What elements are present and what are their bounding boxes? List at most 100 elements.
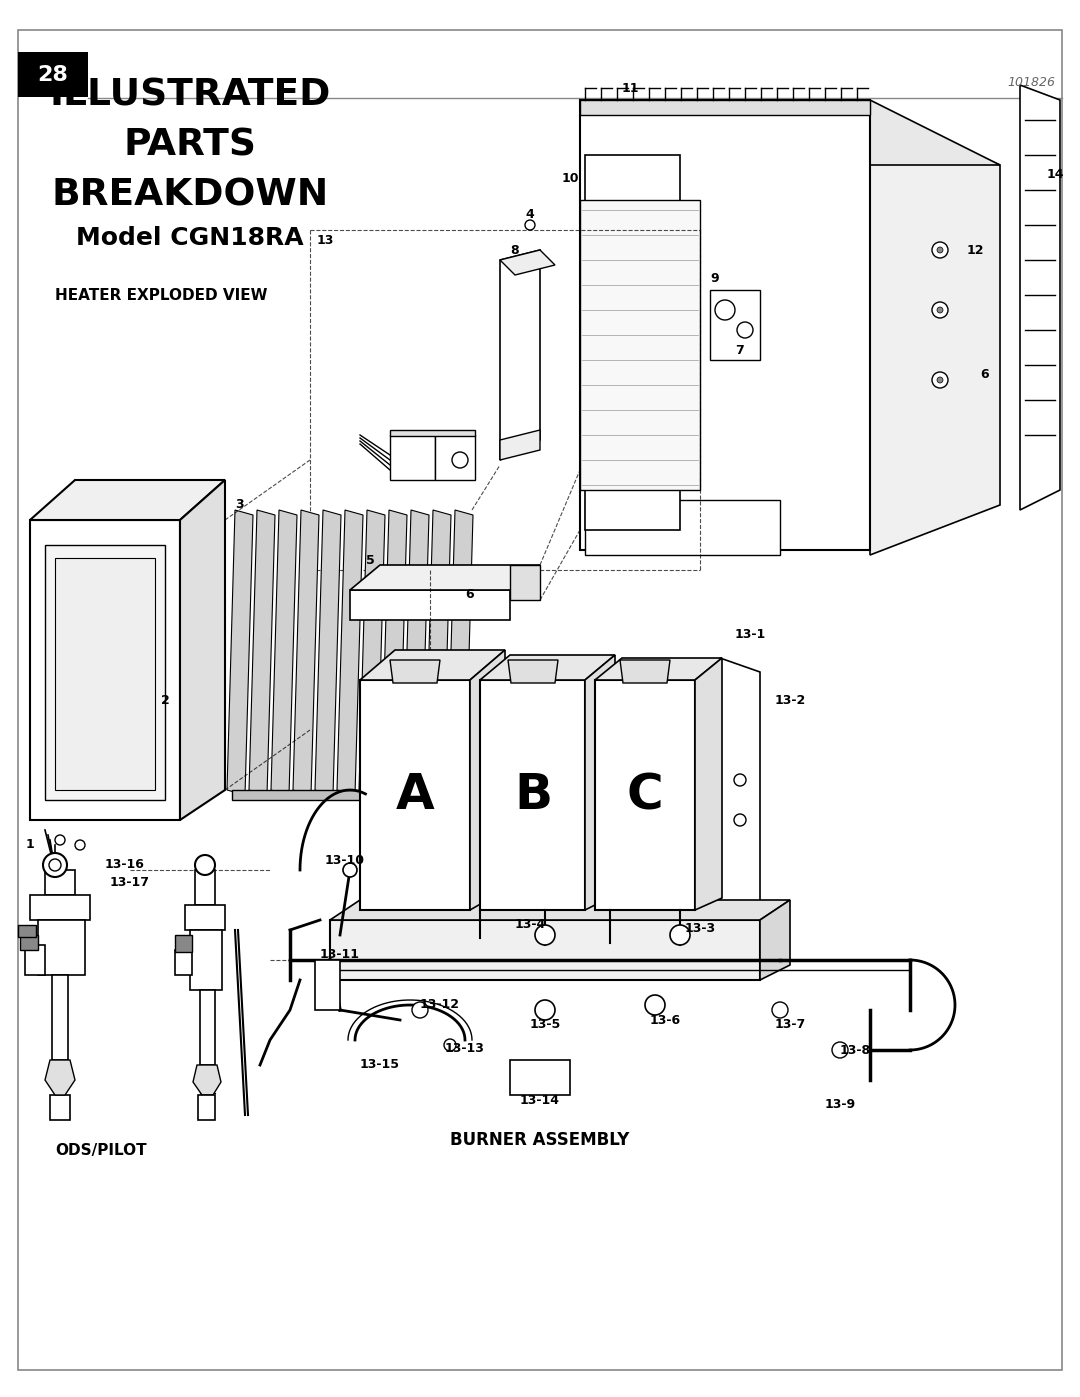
Polygon shape — [580, 101, 1000, 165]
Circle shape — [937, 307, 943, 313]
Polygon shape — [870, 110, 1000, 555]
Polygon shape — [595, 680, 696, 909]
Text: 6: 6 — [981, 369, 989, 381]
Circle shape — [343, 863, 357, 877]
Polygon shape — [38, 921, 85, 975]
Circle shape — [535, 925, 555, 944]
Circle shape — [715, 300, 735, 320]
Text: BURNER ASSEMBLY: BURNER ASSEMBLY — [450, 1132, 630, 1148]
Polygon shape — [435, 434, 475, 481]
Text: 13-2: 13-2 — [774, 693, 806, 707]
Polygon shape — [45, 545, 165, 800]
Polygon shape — [200, 990, 215, 1065]
Polygon shape — [510, 564, 540, 599]
Text: 13: 13 — [316, 233, 334, 246]
Polygon shape — [580, 101, 870, 550]
Circle shape — [525, 219, 535, 231]
Polygon shape — [50, 1095, 70, 1120]
Circle shape — [932, 372, 948, 388]
Text: 13-14: 13-14 — [519, 1094, 561, 1106]
Polygon shape — [480, 680, 585, 909]
Polygon shape — [25, 944, 45, 975]
Text: 13-10: 13-10 — [325, 854, 365, 866]
Text: 10: 10 — [562, 172, 579, 184]
Polygon shape — [180, 481, 225, 820]
Polygon shape — [510, 1060, 570, 1095]
Circle shape — [937, 377, 943, 383]
Polygon shape — [350, 564, 540, 590]
Polygon shape — [403, 510, 429, 795]
Circle shape — [737, 321, 753, 338]
Polygon shape — [585, 500, 780, 555]
Circle shape — [932, 242, 948, 258]
Polygon shape — [330, 900, 789, 921]
Polygon shape — [447, 510, 473, 795]
Circle shape — [535, 1000, 555, 1020]
Polygon shape — [470, 650, 505, 909]
Circle shape — [670, 925, 690, 944]
Text: 28: 28 — [38, 66, 68, 85]
Bar — [18, 52, 87, 96]
Text: C: C — [626, 771, 663, 819]
Polygon shape — [45, 870, 75, 895]
Circle shape — [937, 247, 943, 253]
Polygon shape — [227, 510, 253, 795]
Polygon shape — [30, 895, 90, 921]
Polygon shape — [293, 510, 319, 795]
Polygon shape — [193, 1065, 221, 1095]
Circle shape — [772, 1002, 788, 1018]
Circle shape — [411, 1002, 428, 1018]
Polygon shape — [249, 510, 275, 795]
Text: 101826: 101826 — [1007, 77, 1055, 89]
Text: 13-7: 13-7 — [774, 1018, 806, 1031]
Polygon shape — [30, 520, 180, 820]
Polygon shape — [190, 930, 222, 990]
Polygon shape — [381, 510, 407, 795]
Text: 2: 2 — [161, 693, 170, 707]
Text: BREAKDOWN: BREAKDOWN — [52, 177, 328, 212]
Text: 13-4: 13-4 — [514, 918, 545, 932]
Polygon shape — [350, 590, 510, 620]
Polygon shape — [195, 870, 215, 905]
Polygon shape — [650, 338, 670, 362]
Polygon shape — [30, 481, 225, 520]
Circle shape — [832, 1042, 848, 1058]
Polygon shape — [52, 975, 68, 1060]
Circle shape — [453, 453, 468, 468]
Text: 12: 12 — [967, 243, 984, 257]
Text: 13-5: 13-5 — [529, 1018, 561, 1031]
Polygon shape — [500, 430, 540, 460]
Text: 13-11: 13-11 — [320, 949, 360, 961]
Circle shape — [195, 855, 215, 875]
Polygon shape — [650, 388, 670, 412]
Text: 4: 4 — [526, 208, 535, 222]
Polygon shape — [710, 291, 760, 360]
Polygon shape — [508, 659, 558, 683]
Circle shape — [932, 302, 948, 319]
Text: 13-16: 13-16 — [105, 859, 145, 872]
Text: HEATER EXPLODED VIEW: HEATER EXPLODED VIEW — [55, 288, 268, 303]
Text: 8: 8 — [511, 243, 519, 257]
Polygon shape — [620, 659, 670, 683]
Polygon shape — [500, 250, 540, 460]
Polygon shape — [585, 155, 680, 529]
Polygon shape — [315, 960, 340, 1010]
Polygon shape — [185, 905, 225, 930]
Polygon shape — [585, 655, 615, 909]
Polygon shape — [198, 1095, 215, 1120]
Text: B: B — [514, 771, 552, 819]
Polygon shape — [360, 680, 470, 909]
Circle shape — [734, 814, 746, 826]
Text: 5: 5 — [366, 553, 375, 567]
Text: 13-8: 13-8 — [839, 1044, 870, 1056]
Polygon shape — [18, 925, 36, 937]
Circle shape — [49, 859, 60, 870]
Polygon shape — [1020, 85, 1059, 510]
Text: PARTS: PARTS — [123, 127, 257, 163]
Polygon shape — [175, 935, 192, 951]
Text: Model CGN18RA: Model CGN18RA — [77, 226, 303, 250]
Text: 11: 11 — [621, 81, 638, 95]
Polygon shape — [650, 288, 670, 312]
Text: 7: 7 — [735, 344, 744, 356]
Polygon shape — [500, 250, 555, 275]
